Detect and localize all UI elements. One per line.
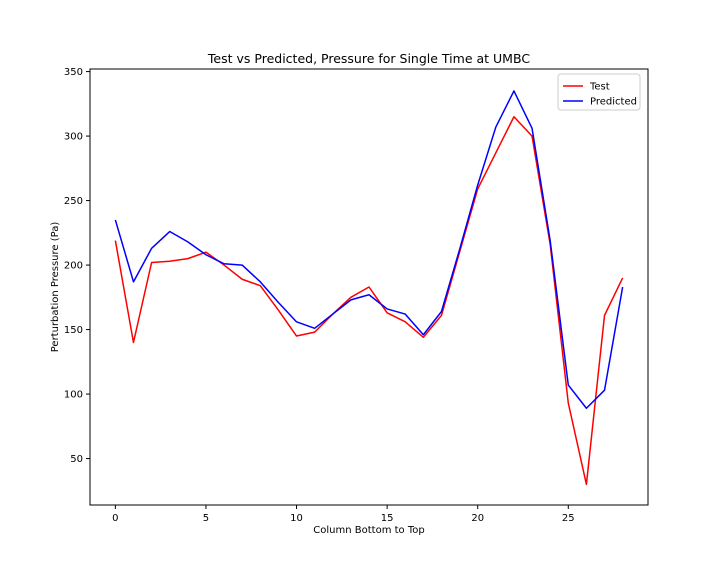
x-tick-label: 15 [381, 513, 394, 524]
y-tick-label: 250 [64, 196, 83, 207]
y-tick-label: 150 [64, 325, 83, 336]
x-tick-label: 10 [290, 513, 303, 524]
y-axis-label: Perturbation Pressure (Pa) [50, 222, 61, 353]
axes-frame [89, 68, 649, 506]
series-line-predicted [114, 90, 624, 409]
x-tick-label: 5 [203, 513, 209, 524]
y-tick-label: 300 [64, 132, 83, 143]
x-axis-label: Column Bottom to Top [313, 525, 424, 536]
legend-label-predicted: Predicted [590, 97, 637, 108]
series-layer [114, 90, 624, 486]
legend: Test Predicted [557, 73, 641, 111]
y-tick-label: 200 [64, 261, 83, 272]
y-tick-label: 350 [64, 67, 83, 78]
y-tick-label: 50 [70, 454, 83, 465]
legend-label-test: Test [589, 82, 610, 93]
axis-ticks: 0 5 10 15 20 25 50 100 150 200 250 300 350 [64, 67, 575, 524]
x-tick-label: 25 [562, 513, 575, 524]
x-tick-label: 0 [112, 513, 118, 524]
y-tick-label: 100 [64, 390, 83, 401]
chart-title: Test vs Predicted, Pressure for Single T… [207, 51, 530, 66]
x-tick-label: 20 [471, 513, 484, 524]
series-line-test [114, 115, 624, 486]
